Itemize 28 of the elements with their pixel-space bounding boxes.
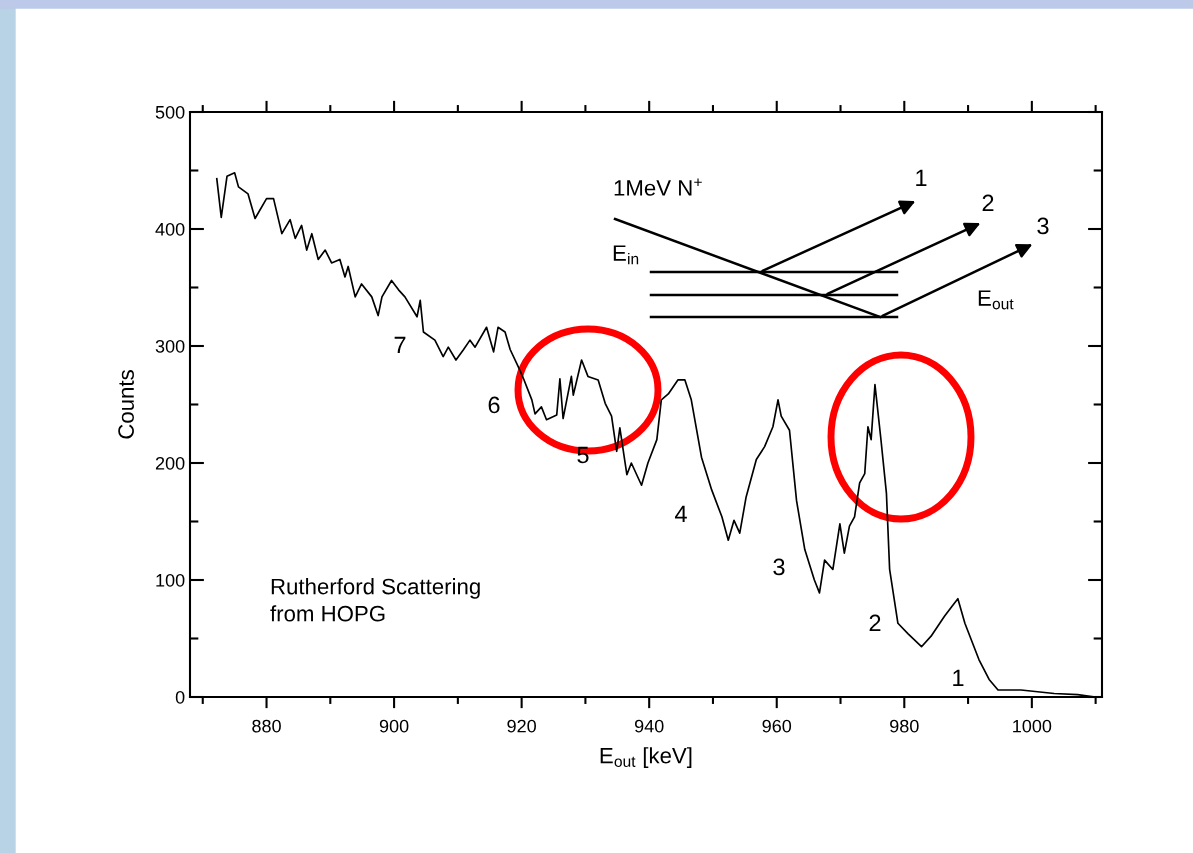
annotation: E$_{out}$ <box>978 290 1014 310</box>
x-tick-label: 940 <box>634 719 664 733</box>
x-axis-title: E$_{out}$ [keV] <box>600 747 692 768</box>
y-tick-label: 500 <box>155 105 185 119</box>
annotation: 7 <box>394 336 406 354</box>
annotation: E$_{in}$ <box>613 245 639 265</box>
y-axis-title: Counts <box>118 370 134 439</box>
annotation: 3 <box>773 558 785 576</box>
annotation: 1MeV N$^{+}$ <box>614 178 702 196</box>
x-tick-label: 880 <box>252 719 281 733</box>
y-tick-label: 200 <box>155 456 185 470</box>
x-tick-label: 1000 <box>1013 719 1052 733</box>
annotation: 3 <box>1037 217 1049 235</box>
x-tick-label: 900 <box>379 719 409 733</box>
annotation: 1 <box>953 669 964 687</box>
y-tick-label: 400 <box>155 222 185 236</box>
y-tick-label: 0 <box>175 690 185 704</box>
annotation: 2 <box>869 614 881 632</box>
annotation: Rutherford Scattering from HOPG <box>270 578 480 622</box>
x-tick-label: 920 <box>507 719 536 733</box>
annotation: 2 <box>982 194 994 212</box>
y-tick-label: 300 <box>155 339 185 353</box>
annotation: 6 <box>488 396 500 414</box>
y-tick-label: 100 <box>156 573 185 587</box>
x-tick-label: 960 <box>762 719 792 733</box>
x-tick-label: 980 <box>890 719 919 733</box>
annotation: 1 <box>916 169 927 187</box>
annotation: 4 <box>674 505 687 523</box>
